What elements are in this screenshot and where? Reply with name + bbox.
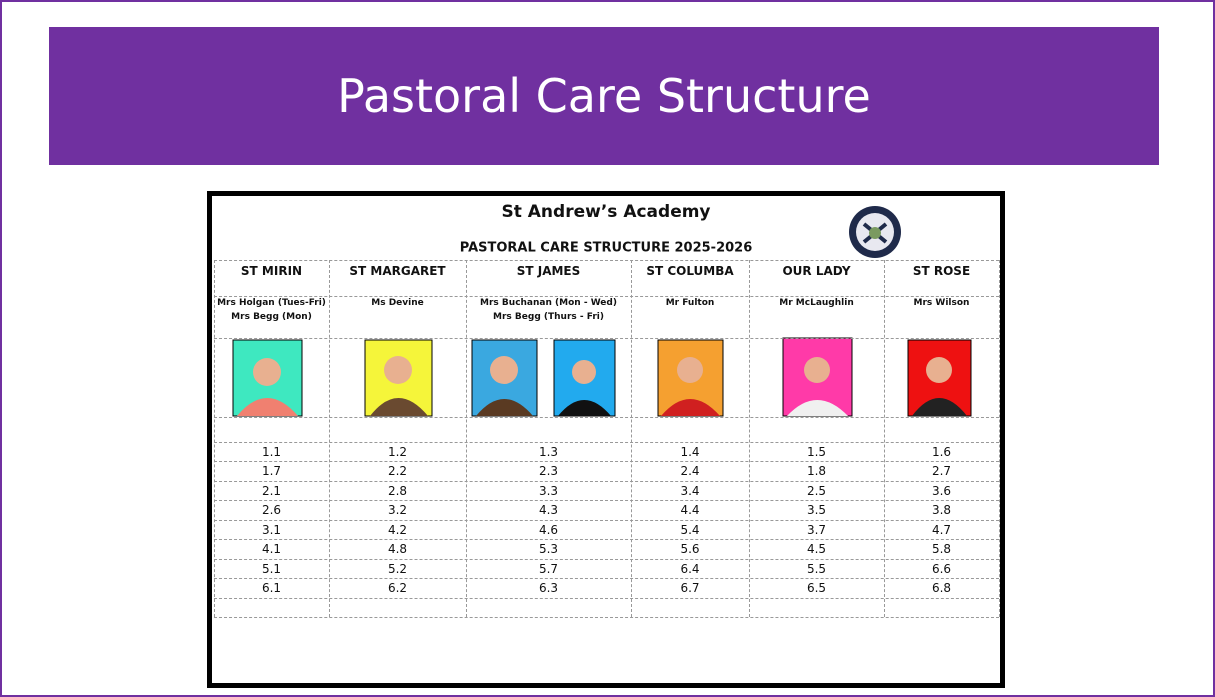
photos — [233, 338, 971, 416]
house-name: ST MIRIN — [241, 264, 302, 278]
class-code: 5.2 — [388, 562, 407, 576]
class-code: 6.4 — [680, 562, 699, 576]
class-code: 4.7 — [932, 523, 951, 537]
grid-line — [884, 260, 885, 617]
class-code: 2.8 — [388, 484, 407, 498]
class-code: 1.7 — [262, 464, 281, 478]
grid-line — [999, 260, 1000, 617]
grid-line — [214, 617, 999, 618]
class-code: 4.6 — [539, 523, 558, 537]
class-code: 2.2 — [388, 464, 407, 478]
class-code: 4.2 — [388, 523, 407, 537]
class-code: 3.5 — [807, 503, 826, 517]
class-code: 4.5 — [807, 542, 826, 556]
staff-name: Mrs Buchanan (Mon - Wed) — [480, 298, 617, 308]
class-code: 4.8 — [388, 542, 407, 556]
grid-line — [466, 260, 467, 617]
slide: Pastoral Care Structure St Andrew’s Acad… — [0, 0, 1215, 697]
house-name: ST MARGARET — [349, 264, 445, 278]
class-code: 4.3 — [539, 503, 558, 517]
class-code: 6.7 — [680, 581, 699, 595]
class-code: 3.1 — [262, 523, 281, 537]
class-code: 1.3 — [539, 445, 558, 459]
grid-line — [631, 260, 632, 617]
class-code: 2.3 — [539, 464, 558, 478]
staff-name: Mr McLaughlin — [779, 298, 853, 308]
grid-line — [214, 578, 999, 579]
class-code: 6.2 — [388, 581, 407, 595]
grid-line — [214, 296, 999, 297]
class-code: 6.3 — [539, 581, 558, 595]
class-code: 1.5 — [807, 445, 826, 459]
document-subtitle: PASTORAL CARE STRUCTURE 2025-2026 — [460, 241, 753, 256]
class-code: 6.6 — [932, 562, 951, 576]
grid-line — [214, 338, 999, 339]
grid-line — [214, 481, 999, 482]
house-name: ST JAMES — [517, 264, 581, 278]
class-code: 2.7 — [932, 464, 951, 478]
grid-line — [329, 260, 330, 617]
class-code: 1.2 — [388, 445, 407, 459]
grid-line — [214, 539, 999, 540]
grid-line — [214, 260, 999, 261]
school-logo — [849, 206, 901, 258]
class-code: 2.6 — [262, 503, 281, 517]
house-name: OUR LADY — [782, 264, 850, 278]
class-code: 2.5 — [807, 484, 826, 498]
class-code: 2.4 — [680, 464, 699, 478]
class-code: 6.8 — [932, 581, 951, 595]
class-code: 5.4 — [680, 523, 699, 537]
class-code: 1.8 — [807, 464, 826, 478]
grid-line — [749, 260, 750, 617]
grid-line — [214, 598, 999, 599]
house-name: ST ROSE — [913, 264, 970, 278]
grid-line — [214, 500, 999, 501]
staff-name: Ms Devine — [371, 298, 423, 308]
class-code: 5.1 — [262, 562, 281, 576]
class-code: 6.5 — [807, 581, 826, 595]
grid-line — [214, 417, 999, 418]
staff-name: Mr Fulton — [666, 298, 715, 308]
class-code: 3.7 — [807, 523, 826, 537]
class-code: 6.1 — [262, 581, 281, 595]
class-code: 5.3 — [539, 542, 558, 556]
class-code: 5.7 — [539, 562, 558, 576]
staff-name: Mrs Begg (Thurs - Fri) — [493, 312, 604, 322]
class-code: 3.8 — [932, 503, 951, 517]
grid-line — [214, 520, 999, 521]
school-name: St Andrew’s Academy — [501, 202, 710, 222]
decorations — [2, 2, 1213, 695]
class-code: 5.8 — [932, 542, 951, 556]
grid-line — [214, 442, 999, 443]
class-code: 4.1 — [262, 542, 281, 556]
grid-line — [214, 559, 999, 560]
grid-line — [214, 461, 999, 462]
class-code: 1.1 — [262, 445, 281, 459]
grid-line — [214, 260, 215, 617]
class-code: 2.1 — [262, 484, 281, 498]
class-code: 3.4 — [680, 484, 699, 498]
class-code: 3.3 — [539, 484, 558, 498]
class-code: 3.6 — [932, 484, 951, 498]
class-code: 3.2 — [388, 503, 407, 517]
staff-name: Mrs Wilson — [914, 298, 970, 308]
class-code: 5.5 — [807, 562, 826, 576]
staff-name: Mrs Begg (Mon) — [231, 312, 312, 322]
staff-name: Mrs Holgan (Tues-Fri) — [217, 298, 326, 308]
class-code: 1.6 — [932, 445, 951, 459]
house-name: ST COLUMBA — [646, 264, 733, 278]
class-code: 1.4 — [680, 445, 699, 459]
class-code: 4.4 — [680, 503, 699, 517]
class-code: 5.6 — [680, 542, 699, 556]
